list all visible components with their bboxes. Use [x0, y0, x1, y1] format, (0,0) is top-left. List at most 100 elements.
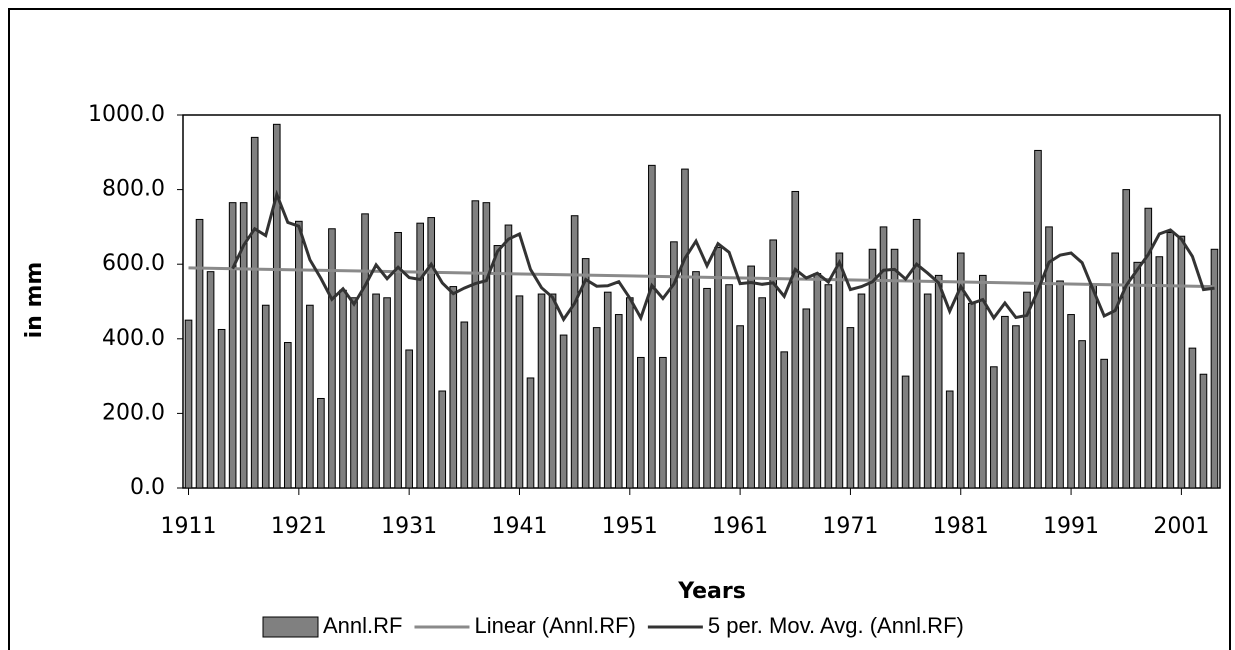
bar [184, 319, 193, 489]
legend-label: 5 per. Mov. Avg. (Annl.RF) [708, 613, 964, 638]
bar [372, 293, 380, 489]
x-axis-label: Years [677, 579, 746, 604]
y-axis-label: in mm [22, 262, 47, 339]
y-tick-label: 1000.0 [88, 102, 165, 127]
bar [747, 265, 755, 489]
lines [188, 189, 1215, 323]
bar [879, 226, 888, 489]
bar [945, 390, 954, 489]
bar [1089, 284, 1097, 489]
x-tick-label: 1941 [491, 514, 547, 539]
bar [592, 327, 601, 489]
bar [228, 202, 237, 489]
y-tick-label: 600.0 [102, 251, 165, 276]
bar [1155, 256, 1164, 489]
x-tick-label: 1981 [933, 514, 989, 539]
bar [890, 248, 899, 489]
line [188, 266, 1215, 289]
bar [394, 231, 402, 489]
bar [416, 222, 424, 489]
bar [692, 271, 700, 489]
bar [923, 293, 932, 489]
bar [703, 287, 711, 489]
bar [835, 252, 844, 489]
legend-label: Linear (Annl.RF) [474, 613, 635, 638]
bar [1023, 291, 1031, 489]
bar [648, 164, 656, 489]
bar [1034, 149, 1042, 489]
bar [1210, 248, 1219, 489]
bar [250, 136, 259, 489]
bar [272, 123, 281, 489]
chart-frame [8, 8, 1231, 650]
bar [625, 297, 634, 489]
bar [637, 356, 645, 489]
bar [383, 297, 391, 489]
bar [361, 213, 369, 489]
plot-area [182, 114, 1221, 489]
legend-label: Annl.RF [323, 613, 402, 638]
bar [581, 258, 590, 489]
bar [1166, 231, 1175, 489]
bar [526, 377, 535, 489]
bar [603, 291, 612, 489]
bar [460, 321, 469, 489]
bar [1012, 325, 1020, 489]
x-tick-label: 1911 [161, 514, 217, 539]
x-tick-label: 1991 [1043, 514, 1099, 539]
bar [295, 220, 303, 489]
bar [570, 215, 579, 489]
legend: Annl.RF Linear (Annl.RF) 5 per. Mov. Avg. … [262, 613, 964, 638]
bar [1100, 358, 1108, 489]
bar [1001, 315, 1009, 489]
bar [405, 349, 413, 489]
bar [339, 289, 347, 489]
bar [1045, 226, 1053, 489]
bar [283, 342, 292, 489]
bar [857, 293, 866, 489]
bars [184, 123, 1219, 489]
bar [438, 390, 447, 489]
bar [901, 375, 910, 489]
bar [217, 328, 226, 489]
line [231, 189, 1215, 323]
bar [990, 366, 998, 489]
bar [449, 286, 458, 489]
bar [659, 356, 667, 489]
bar [1122, 189, 1131, 489]
bar [350, 297, 358, 489]
bar [934, 274, 943, 489]
bar [515, 295, 524, 489]
bar [956, 252, 965, 489]
bar [482, 202, 491, 489]
bar [504, 224, 513, 489]
bar [824, 284, 833, 489]
bar [493, 245, 502, 489]
legend-swatch [262, 616, 319, 638]
x-tick-label: 1921 [271, 514, 327, 539]
bar [317, 397, 325, 489]
bar [548, 293, 557, 489]
bar [846, 327, 855, 489]
bar [758, 297, 766, 489]
bar [1111, 252, 1120, 489]
bar [537, 293, 546, 489]
y-tick-label: 200.0 [102, 400, 165, 425]
bar [206, 271, 215, 489]
bar [967, 302, 976, 489]
bar [195, 218, 204, 489]
x-tick-label: 1971 [822, 514, 878, 539]
bar [559, 334, 568, 489]
bar [1067, 314, 1075, 489]
bar [239, 202, 248, 489]
y-tick-label: 400.0 [102, 326, 165, 351]
bar [427, 217, 436, 489]
bar [780, 351, 789, 489]
bar [681, 168, 689, 489]
bar [1177, 235, 1186, 489]
bar [802, 308, 811, 489]
bar [725, 284, 733, 489]
bar [1056, 280, 1064, 489]
